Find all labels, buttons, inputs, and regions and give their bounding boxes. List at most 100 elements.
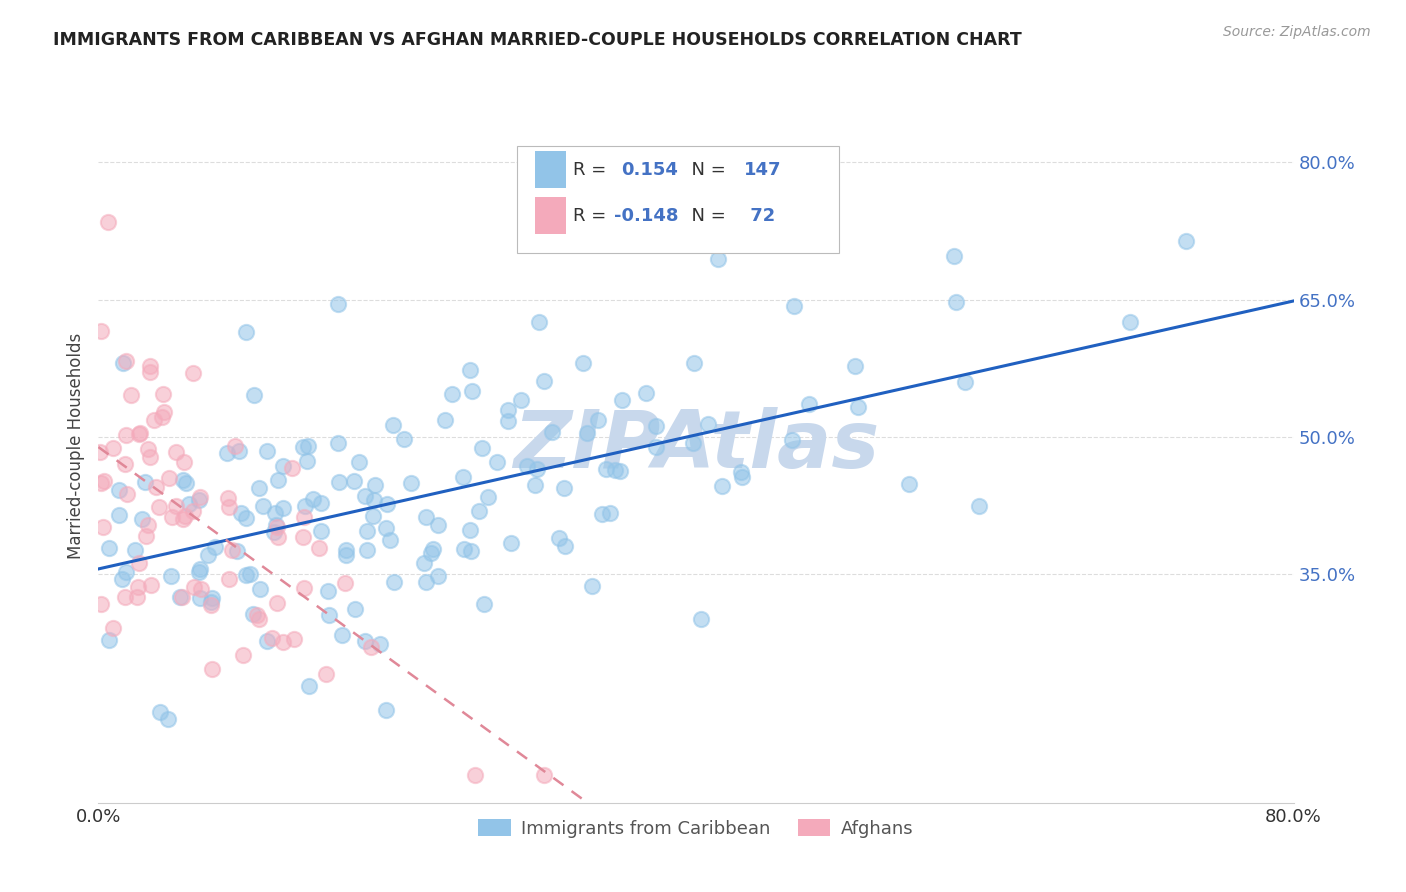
Point xyxy=(89,445,111,459)
Point xyxy=(247,611,270,625)
Point xyxy=(160,509,183,524)
Point xyxy=(135,529,157,543)
Point xyxy=(527,315,550,329)
Text: 147: 147 xyxy=(744,161,782,178)
Point xyxy=(541,425,564,439)
Point xyxy=(114,590,136,604)
Point xyxy=(108,508,131,523)
Point xyxy=(309,524,332,539)
Point xyxy=(228,444,250,458)
Point xyxy=(172,473,194,487)
Point xyxy=(682,436,704,450)
Point xyxy=(239,566,262,581)
Point xyxy=(797,397,820,411)
Point xyxy=(575,426,598,441)
Text: N =: N = xyxy=(681,161,733,178)
Point xyxy=(343,602,366,616)
Point xyxy=(101,621,124,635)
Point xyxy=(309,496,332,510)
Point xyxy=(292,440,315,454)
Point xyxy=(427,517,450,532)
Point xyxy=(308,541,330,555)
Point xyxy=(533,768,555,782)
Point xyxy=(394,432,416,446)
Point xyxy=(477,491,499,505)
Point xyxy=(942,249,965,263)
Point xyxy=(599,506,621,520)
Point xyxy=(420,546,443,560)
Point xyxy=(108,483,131,497)
Point xyxy=(200,598,222,612)
Point xyxy=(231,506,253,520)
Point xyxy=(591,508,613,522)
Point xyxy=(381,418,404,433)
Point xyxy=(316,584,339,599)
Point xyxy=(644,441,666,455)
Point xyxy=(200,595,222,609)
Point xyxy=(711,479,734,493)
Point xyxy=(364,478,387,492)
Point xyxy=(464,768,486,782)
Point xyxy=(266,520,288,534)
Point xyxy=(97,215,120,229)
Point xyxy=(356,524,378,538)
Point xyxy=(127,590,149,604)
Point xyxy=(91,519,114,533)
Point xyxy=(283,632,305,647)
Point xyxy=(93,475,115,489)
Point xyxy=(280,460,302,475)
Point xyxy=(690,612,713,626)
Point xyxy=(524,478,547,492)
Point xyxy=(215,446,238,460)
Point xyxy=(262,632,284,646)
Point xyxy=(224,439,246,453)
Point xyxy=(256,633,278,648)
Point xyxy=(242,607,264,622)
Point xyxy=(453,542,475,557)
Point xyxy=(131,512,153,526)
Point xyxy=(328,297,350,311)
Point xyxy=(120,388,142,402)
Point xyxy=(256,443,278,458)
Point xyxy=(160,569,183,583)
Point xyxy=(252,499,274,513)
Point xyxy=(730,465,752,479)
Text: -0.148: -0.148 xyxy=(613,207,678,225)
Point xyxy=(247,481,270,495)
Point xyxy=(434,413,457,427)
Point xyxy=(97,633,120,648)
Point xyxy=(153,405,176,419)
Text: IMMIGRANTS FROM CARIBBEAN VS AFGHAN MARRIED-COUPLE HOUSEHOLDS CORRELATION CHART: IMMIGRANTS FROM CARIBBEAN VS AFGHAN MARR… xyxy=(53,31,1022,49)
Point xyxy=(328,475,350,490)
Point xyxy=(128,557,150,571)
Point xyxy=(297,679,319,693)
Point xyxy=(181,504,204,518)
Point xyxy=(302,491,325,506)
Point xyxy=(967,499,990,513)
Point xyxy=(169,590,191,604)
Point xyxy=(150,410,173,425)
Point xyxy=(145,480,167,494)
Point xyxy=(595,462,617,476)
Point xyxy=(496,403,519,417)
Point xyxy=(235,567,257,582)
Point xyxy=(363,509,385,524)
Point xyxy=(111,573,134,587)
Point xyxy=(588,413,610,427)
Text: ZIPAtlas: ZIPAtlas xyxy=(513,407,879,485)
Point xyxy=(115,353,138,368)
Point xyxy=(177,497,200,511)
Point xyxy=(148,500,170,515)
Point xyxy=(441,387,464,401)
Point xyxy=(374,703,396,717)
Point xyxy=(415,574,437,589)
Point xyxy=(413,556,436,570)
Point xyxy=(897,476,920,491)
Point xyxy=(115,427,138,442)
Point xyxy=(267,530,290,544)
Point xyxy=(335,548,357,562)
Point xyxy=(90,324,112,338)
Point xyxy=(197,548,219,562)
Point xyxy=(399,476,422,491)
Point xyxy=(458,363,481,377)
